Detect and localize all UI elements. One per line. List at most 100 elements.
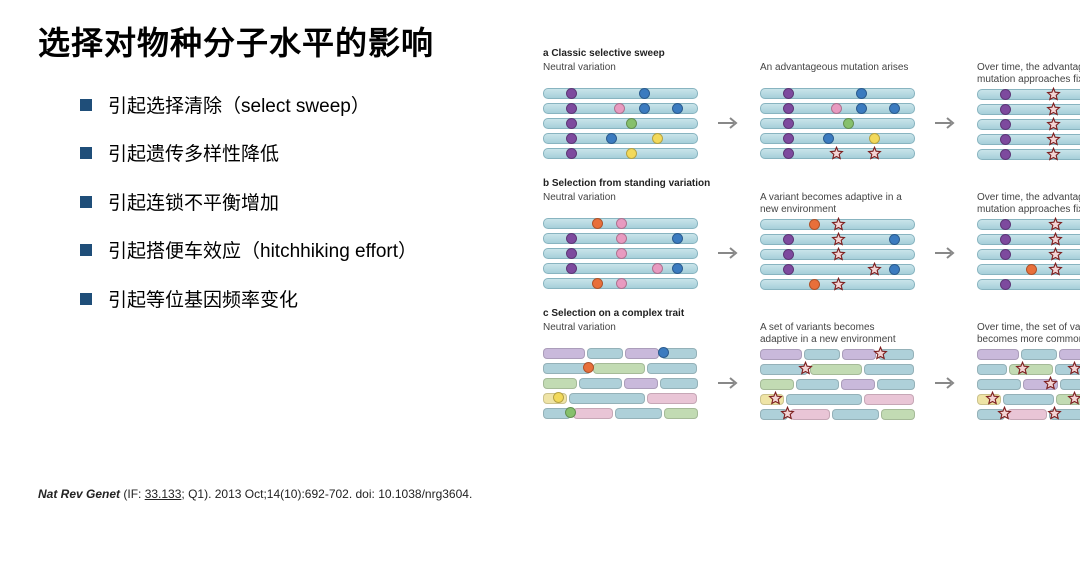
- diagram-column: Neutral variation: [543, 192, 698, 289]
- arrow-icon: [716, 88, 742, 158]
- allele-dot: [639, 88, 650, 99]
- column-subtitle: A variant becomes adaptive in a new envi…: [760, 192, 915, 215]
- haplotype: [760, 219, 915, 230]
- adaptive-star-icon: [985, 391, 1000, 406]
- adaptive-star-icon: [1046, 102, 1061, 117]
- haplotype: [760, 364, 915, 375]
- diagram-column: A variant becomes adaptive in a new envi…: [760, 192, 915, 290]
- allele-dot: [626, 118, 637, 129]
- allele-dot: [672, 233, 683, 244]
- allele-dot: [592, 278, 603, 289]
- haplotype: [977, 264, 1080, 275]
- allele-dot: [566, 263, 577, 274]
- haplotype: [977, 119, 1080, 130]
- adaptive-star-icon: [829, 146, 844, 161]
- adaptive-star-icon: [1047, 406, 1062, 421]
- diagram-column: Over time, the advantageous mutation app…: [977, 62, 1080, 160]
- diagram-column: Neutral variation: [543, 62, 698, 159]
- haplotype: [760, 264, 915, 275]
- allele-dot: [606, 133, 617, 144]
- diagram-column: Over time, the advantageous mutation app…: [977, 192, 1080, 290]
- arrow-icon: [716, 218, 742, 288]
- haplotype: [543, 378, 698, 389]
- haplotype: [977, 379, 1080, 390]
- diagram-column: Neutral variation: [543, 322, 698, 419]
- haplotype: [543, 118, 698, 129]
- adaptive-star-icon: [1046, 132, 1061, 147]
- adaptive-star-icon: [768, 391, 783, 406]
- diagram-column: A set of variants becomes adaptive in a …: [760, 322, 915, 420]
- allele-dot: [672, 103, 683, 114]
- allele-dot: [652, 263, 663, 274]
- haplotype: [543, 148, 698, 159]
- adaptive-star-icon: [997, 406, 1012, 421]
- citation: Nat Rev Genet (IF: 33.133; Q1). 2013 Oct…: [38, 487, 472, 501]
- haplotype: [760, 118, 915, 129]
- haplotype: [977, 219, 1080, 230]
- allele-dot: [616, 233, 627, 244]
- allele-dot: [889, 103, 900, 114]
- adaptive-star-icon: [1046, 147, 1061, 162]
- adaptive-star-icon: [867, 262, 882, 277]
- allele-dot: [626, 148, 637, 159]
- allele-dot: [639, 103, 650, 114]
- adaptive-star-icon: [1067, 361, 1080, 376]
- panel-c: c Selection on a complex trait Neutral v…: [543, 308, 1068, 420]
- allele-dot: [566, 248, 577, 259]
- haplotype: [760, 103, 915, 114]
- haplotype: [760, 409, 915, 420]
- allele-dot: [783, 133, 794, 144]
- haplotype: [760, 234, 915, 245]
- allele-dot: [889, 234, 900, 245]
- allele-dot: [783, 264, 794, 275]
- adaptive-star-icon: [867, 146, 882, 161]
- column-subtitle: A set of variants becomes adaptive in a …: [760, 322, 915, 345]
- panel-label: b Selection from standing variation: [543, 178, 1068, 189]
- adaptive-star-icon: [1015, 361, 1030, 376]
- haplotype: [543, 348, 698, 359]
- allele-dot: [616, 218, 627, 229]
- adaptive-star-icon: [1046, 87, 1061, 102]
- allele-dot: [583, 362, 594, 373]
- allele-dot: [1000, 279, 1011, 290]
- haplotype: [977, 394, 1080, 405]
- haplotype: [760, 133, 915, 144]
- haplotype: [977, 89, 1080, 100]
- journal-name: Nat Rev Genet: [38, 487, 120, 501]
- allele-dot: [1000, 134, 1011, 145]
- allele-dot: [672, 263, 683, 274]
- allele-dot: [809, 219, 820, 230]
- adaptive-star-icon: [831, 247, 846, 262]
- adaptive-star-icon: [798, 361, 813, 376]
- column-subtitle: Neutral variation: [543, 322, 698, 344]
- allele-dot: [658, 347, 669, 358]
- allele-dot: [856, 88, 867, 99]
- allele-dot: [616, 278, 627, 289]
- haplotype: [760, 394, 915, 405]
- allele-dot: [1000, 149, 1011, 160]
- haplotype: [543, 278, 698, 289]
- haplotype: [543, 263, 698, 274]
- adaptive-star-icon: [1048, 232, 1063, 247]
- panel-label: a Classic selective sweep: [543, 48, 1068, 59]
- haplotype: [760, 249, 915, 260]
- allele-dot: [1000, 219, 1011, 230]
- allele-dot: [1000, 119, 1011, 130]
- haplotype: [977, 249, 1080, 260]
- haplotype: [760, 88, 915, 99]
- allele-dot: [831, 103, 842, 114]
- panel-label: c Selection on a complex trait: [543, 308, 1068, 319]
- haplotype: [760, 148, 915, 159]
- adaptive-star-icon: [831, 277, 846, 292]
- adaptive-star-icon: [831, 217, 846, 232]
- allele-dot: [616, 248, 627, 259]
- arrow-icon: [933, 348, 959, 418]
- selection-diagram: a Classic selective sweep Neutral variat…: [543, 48, 1068, 438]
- allele-dot: [1000, 249, 1011, 260]
- allele-dot: [783, 88, 794, 99]
- haplotype: [543, 393, 698, 404]
- allele-dot: [566, 118, 577, 129]
- panel-a: a Classic selective sweep Neutral variat…: [543, 48, 1068, 160]
- allele-dot: [783, 234, 794, 245]
- allele-dot: [869, 133, 880, 144]
